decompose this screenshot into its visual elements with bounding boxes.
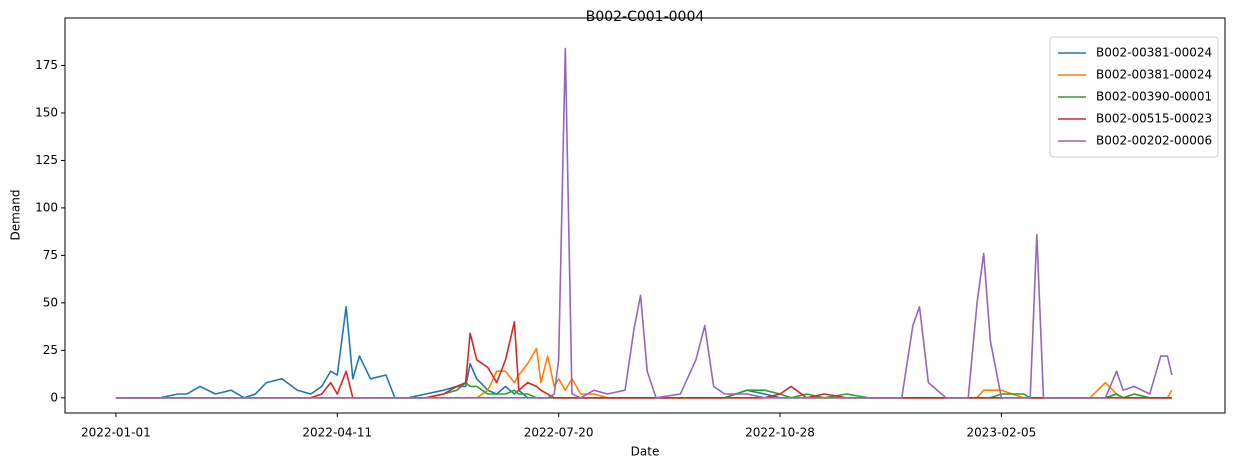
x-tick-label: 2022-04-11 (302, 426, 372, 440)
plot-frame (64, 17, 1226, 414)
y-tick-label: 125 (35, 153, 58, 167)
y-tick-label: 0 (50, 390, 58, 404)
legend: B002-00381-00024 B002-00381-00024 B002-003… (1049, 36, 1219, 158)
x-axis-label: Date (631, 445, 660, 459)
y-tick-label: 150 (35, 105, 58, 119)
y-tick-label: 100 (35, 200, 58, 214)
legend-label: B002-00202-00006 (1096, 134, 1212, 148)
legend-label: B002-00381-00024 (1096, 68, 1212, 82)
series-line (115, 321, 1172, 399)
x-tick-label: 2022-01-01 (81, 426, 151, 440)
series-line (115, 381, 1172, 399)
series-line (115, 47, 1173, 399)
x-tick-label: 2022-10-28 (745, 426, 815, 440)
legend-label: B002-00390-00001 (1096, 90, 1212, 104)
y-tick-label: 25 (43, 343, 58, 357)
x-tick-label: 2023-02-05 (967, 426, 1037, 440)
chart-title: B002-C001-0004 (586, 9, 705, 25)
y-tick-label: 75 (43, 248, 58, 262)
legend-label: B002-00515-00023 (1096, 112, 1212, 126)
y-tick-label: 50 (43, 295, 58, 309)
y-tick-label: 175 (35, 58, 58, 72)
legend-label: B002-00381-00024 (1096, 46, 1212, 60)
legend-box (1049, 36, 1219, 158)
series-line (115, 347, 1173, 399)
y-axis-label: Demand (9, 190, 23, 241)
x-tick-label: 2022-07-20 (524, 426, 594, 440)
series-line (115, 305, 1172, 399)
